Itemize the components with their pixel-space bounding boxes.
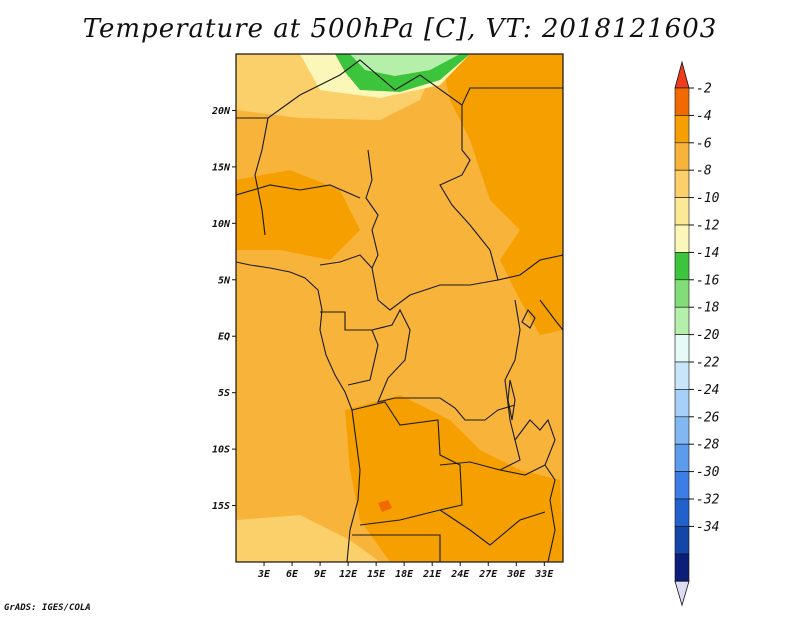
colorbar-swatch bbox=[674, 553, 690, 582]
lon-tick-label: 30E bbox=[506, 569, 526, 580]
colorbar-swatch bbox=[674, 87, 690, 116]
colorbar-label: -18 bbox=[696, 301, 720, 316]
colorbar-label: -2 bbox=[696, 82, 712, 97]
lat-tick-label: EQ bbox=[218, 332, 230, 343]
lon-tick-label: 6E bbox=[286, 569, 299, 580]
colorbar-label: -12 bbox=[696, 219, 720, 234]
colorbar-label: -22 bbox=[696, 356, 720, 371]
colorbar-swatch bbox=[674, 443, 690, 472]
lake-victoria bbox=[521, 309, 536, 329]
colorbar-swatch bbox=[674, 224, 690, 253]
colorbar-swatch bbox=[674, 498, 690, 527]
country-borders bbox=[236, 59, 563, 562]
colorbar-label: -10 bbox=[696, 191, 720, 206]
colorbar-swatch bbox=[674, 526, 690, 555]
border-north bbox=[267, 59, 563, 281]
border-chad-east bbox=[461, 87, 563, 106]
border-namibia bbox=[352, 534, 441, 562]
lon-tick-label: 33E bbox=[534, 569, 554, 580]
colorbar-swatch bbox=[674, 416, 690, 445]
field-warm-southwest bbox=[236, 280, 320, 480]
map-frame bbox=[235, 53, 564, 563]
border-zambia bbox=[439, 418, 556, 476]
latitude-axis: 20N 15N 10N 5N EQ 5S 10S 15S bbox=[211, 106, 236, 512]
field-light-south bbox=[236, 515, 380, 562]
colorbar-bottom-arrow bbox=[674, 580, 690, 607]
lon-tick-label: 3E bbox=[257, 569, 271, 580]
map-title: Temperature at 500hPa [C], VT: 201812160… bbox=[82, 14, 718, 44]
temperature-field bbox=[236, 54, 563, 562]
lon-tick-label: 18E bbox=[395, 569, 414, 580]
colorbar-swatch bbox=[674, 115, 690, 144]
colorbar-label: -20 bbox=[696, 328, 720, 343]
coastline bbox=[236, 261, 361, 562]
colorbar-swatch bbox=[674, 279, 690, 308]
border-congo bbox=[371, 308, 516, 421]
colorbar-swatch bbox=[674, 334, 690, 363]
colorbar-top-arrow bbox=[674, 60, 690, 89]
border-east bbox=[539, 299, 563, 331]
lat-tick-label: 15N bbox=[212, 162, 231, 173]
lon-tick-label: 27E bbox=[478, 569, 498, 580]
border-cameroon bbox=[319, 254, 373, 269]
colorbar-swatch bbox=[674, 471, 690, 500]
colorbar-label: -8 bbox=[696, 164, 712, 179]
colorbar-swatch bbox=[674, 389, 690, 418]
lat-tick-label: 10S bbox=[212, 445, 230, 456]
border-central-north bbox=[236, 117, 269, 236]
colorbar-legend: -2 -4 -6 -8 -10 -12 -14 -16 -18 -20 -22 -24 -26 -28 -3… bbox=[674, 60, 720, 607]
colorbar-label: -24 bbox=[696, 383, 719, 398]
colorbar-swatch bbox=[674, 252, 690, 281]
colorbar-label: -32 bbox=[696, 493, 720, 508]
lon-tick-label: 24E bbox=[450, 569, 470, 580]
colorbar-label: -16 bbox=[696, 273, 720, 288]
lon-tick-label: 12E bbox=[339, 569, 358, 580]
colorbar-swatch bbox=[674, 306, 690, 335]
colorbar-label: -30 bbox=[696, 465, 720, 480]
colorbar-label: -14 bbox=[696, 246, 719, 261]
colorbar-swatch bbox=[674, 197, 690, 226]
colorbar-label: -28 bbox=[696, 438, 720, 453]
grads-credit: GrADS: IGES/COLA bbox=[4, 603, 91, 613]
lake-tanganyika bbox=[507, 379, 516, 421]
lon-tick-label: 21E bbox=[422, 569, 442, 580]
field-hot-spot bbox=[378, 500, 392, 512]
lat-tick-label: 10N bbox=[212, 219, 231, 230]
colorbar-swatch bbox=[674, 169, 690, 198]
lon-tick-label: 15E bbox=[367, 569, 386, 580]
colorbar-swatch bbox=[674, 361, 690, 390]
colorbar-label: -26 bbox=[696, 410, 720, 425]
lon-tick-label: 9E bbox=[314, 569, 327, 580]
lat-tick-label: 20N bbox=[211, 106, 231, 117]
lat-tick-label: 5S bbox=[218, 388, 230, 399]
colorbar-label: -6 bbox=[696, 136, 712, 151]
field-warm-west bbox=[236, 170, 360, 260]
border-angola bbox=[351, 401, 463, 526]
border-mozambique bbox=[544, 464, 556, 562]
field-light-green-contour bbox=[350, 54, 460, 76]
lat-tick-label: 5N bbox=[218, 275, 231, 286]
border-west-africa bbox=[236, 184, 361, 199]
longitude-axis: 3E 6E 9E 12E 15E 18E 21E 24E 27E 30E 33E bbox=[257, 562, 554, 580]
colorbar-label: -4 bbox=[696, 109, 712, 124]
border-zambia-south bbox=[439, 509, 546, 546]
lat-tick-label: 15S bbox=[212, 501, 230, 512]
field-warm-east bbox=[440, 54, 563, 335]
colorbar-swatch bbox=[674, 142, 690, 171]
colorbar-label: -34 bbox=[696, 520, 719, 535]
